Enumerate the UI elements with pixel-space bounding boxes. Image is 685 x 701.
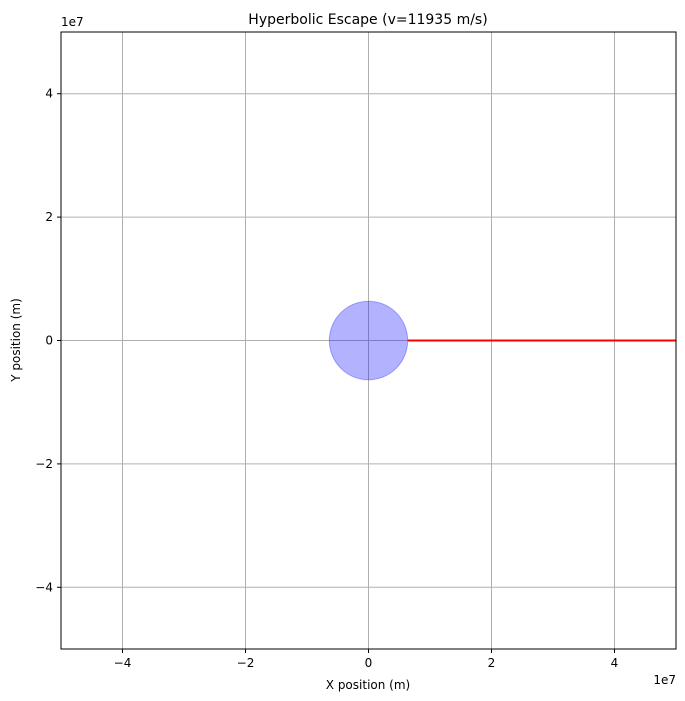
x-tick-label-1: −2 [237,656,255,670]
x-axis-label: X position (m) [326,678,410,692]
x-tick-label-2: 0 [365,656,373,670]
y-tick-label-3: 2 [45,210,53,224]
x-tick-label-3: 2 [488,656,496,670]
y-tick-label-1: −2 [35,457,53,471]
planet-disk [328,300,409,381]
y-tick-label-2: 0 [45,334,53,348]
plot-area [328,300,676,381]
y-axis-label: Y position (m) [9,298,23,383]
chart-title: Hyperbolic Escape (v=11935 m/s) [248,12,487,28]
ticks: −4 −2 0 2 4 −4 −2 0 2 4 [35,87,618,670]
y-exponent-label: 1e7 [61,15,84,29]
x-tick-label-4: 4 [611,656,619,670]
y-tick-label-0: −4 [35,580,53,594]
x-exponent-label: 1e7 [653,673,676,687]
y-tick-label-4: 4 [45,87,53,101]
x-tick-label-0: −4 [114,656,132,670]
